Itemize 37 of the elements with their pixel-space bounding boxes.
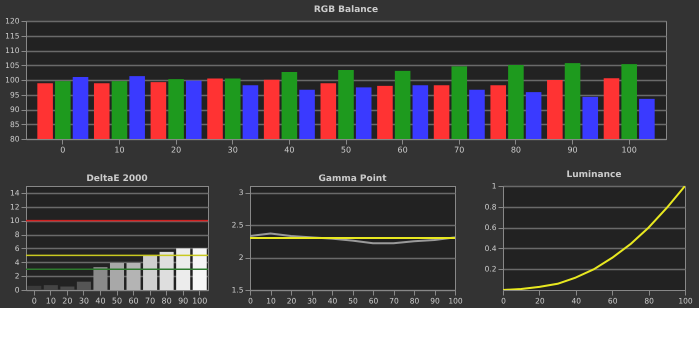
x-tick-label: 20 [62,296,72,306]
bar [110,262,124,290]
x-tick-label: 80 [510,146,522,154]
x-tick-label: 60 [128,296,139,306]
x-tick-label: 20 [170,146,182,154]
chart-title: DeltaE 2000 [86,174,148,184]
x-tick-label: 70 [454,146,464,154]
bar [143,255,158,290]
x-tick-label: 30 [78,296,90,306]
x-tick-label: 50 [112,296,122,306]
x-tick-label: 100 [192,296,208,306]
bar [176,248,190,290]
chart-title: RGB Balance [314,5,378,15]
line-series [250,232,455,244]
bar [160,252,174,290]
bar [60,286,74,290]
x-tick-label: 100 [622,146,637,154]
x-tick-label: 80 [162,296,172,306]
x-tick-label: 90 [178,296,188,306]
x-tick-label: 0 [60,146,66,154]
x-tick-label: 40 [95,296,106,306]
chart-title: Gamma Point [318,174,388,184]
x-tick-label: 0 [32,296,37,306]
x-tick-label: 10 [46,296,56,306]
bar [27,286,42,290]
bar [76,282,91,290]
x-tick-label: 90 [567,146,578,154]
bar [126,262,141,290]
x-tick-label: 30 [228,146,238,154]
x-tick-label: 60 [398,146,408,154]
x-tick-label: 10 [114,146,125,154]
x-tick-label: 50 [340,146,352,154]
chart-title: Luminance [566,170,622,180]
x-tick-label: 40 [284,146,294,154]
bar [192,248,207,290]
x-tick-label: 70 [144,296,156,306]
bar [44,285,58,290]
